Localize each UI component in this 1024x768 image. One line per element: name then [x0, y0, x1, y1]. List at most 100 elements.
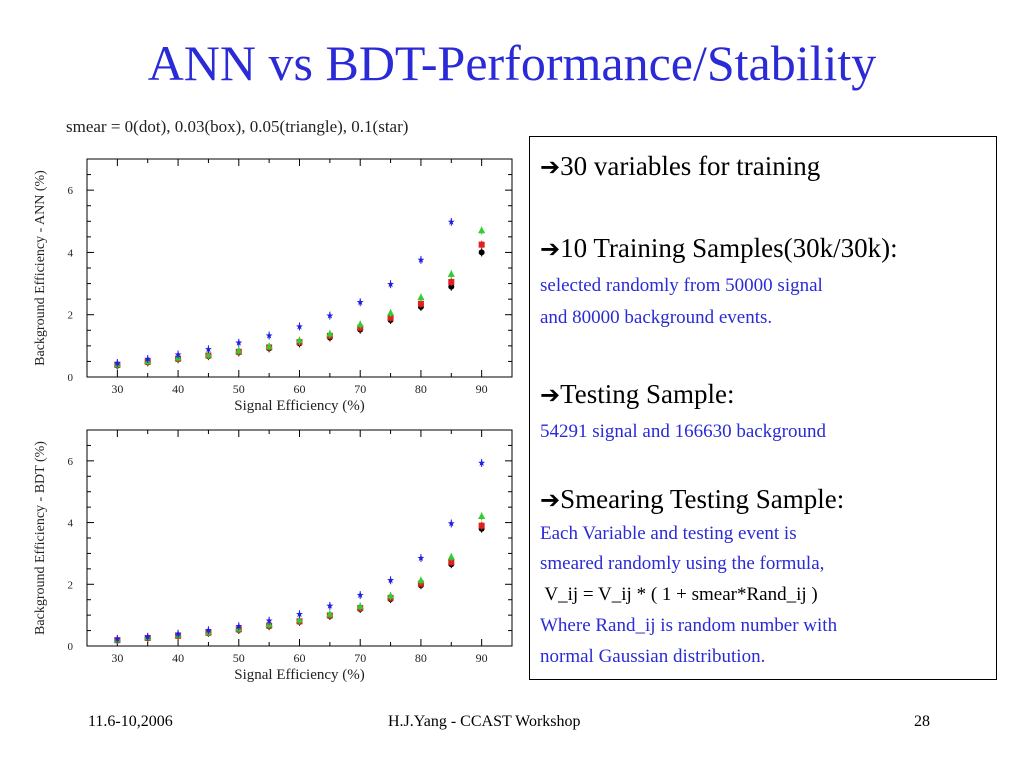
data-point-star: [113, 635, 121, 642]
data-point-triangle: [417, 293, 425, 301]
data-point-triangle: [447, 553, 455, 560]
data-point-star: [326, 312, 334, 319]
data-point-star: [144, 355, 152, 362]
smearing-detail-4: normal Gaussian distribution.: [540, 646, 766, 667]
y-tick-label: 2: [68, 579, 74, 591]
data-point-box: [478, 522, 485, 529]
data-point-star: [478, 459, 486, 466]
info-box: ➔30 variables for training ➔10 Training …: [529, 136, 997, 680]
smearing-detail-1: Each Variable and testing event is: [540, 523, 797, 544]
bullet-smearing-sample: ➔Smearing Testing Sample:: [540, 484, 844, 515]
x-tick-label: 80: [415, 651, 427, 665]
data-point-star: [144, 633, 152, 640]
data-point-dot: [478, 249, 485, 256]
data-point-triangle: [235, 346, 243, 354]
ann-scatter-plot: 30 40 50 60 70 80 90 0 2 4 6 Signal Efficiency (%) B…: [33, 158, 513, 414]
smearing-sample-text: Smearing Testing Sample:: [560, 484, 845, 514]
bullet-training-variables: ➔30 variables for training: [540, 151, 820, 182]
x-tick-label: 40: [172, 382, 184, 396]
y-tick-label: 6: [68, 185, 74, 197]
data-point-star: [113, 359, 121, 366]
footer-page-number: 28: [914, 713, 930, 730]
x-tick-label: 90: [476, 382, 488, 396]
x-tick-label: 90: [476, 651, 488, 665]
x-tick-label: 30: [111, 382, 123, 396]
smearing-detail-3: Where Rand_ij is random number with: [540, 615, 838, 636]
slide-title: ANN vs BDT-Performance/Stability: [147, 35, 877, 91]
data-point-triangle: [386, 592, 395, 599]
data-point-triangle: [295, 336, 304, 344]
x-tick-label: 50: [233, 382, 245, 396]
data-point-triangle: [356, 320, 364, 328]
footer-author: H.J.Yang - CCAST Workshop: [388, 713, 581, 730]
data-point-star: [326, 602, 334, 609]
data-point-star: [417, 554, 425, 561]
data-point-triangle: [386, 309, 395, 316]
data-point-star: [447, 218, 455, 225]
x-tick-label: 60: [294, 382, 306, 396]
training-samples-detail-2: and 80000 background events.: [540, 307, 773, 328]
training-samples-detail-1: selected randomly from 50000 signal: [540, 275, 823, 296]
data-point-star: [265, 617, 273, 624]
data-point-star: [265, 331, 273, 339]
x-axis-label: Signal Efficiency (%): [234, 398, 365, 414]
plot-caption: smear = 0(dot), 0.03(box), 0.05(triangle…: [66, 117, 409, 136]
data-point-star: [205, 345, 212, 353]
data-point-box: [478, 241, 485, 248]
data-point-triangle: [478, 512, 486, 519]
data-point-star: [205, 626, 212, 634]
x-tick-label: 80: [415, 382, 427, 396]
arrow-right-icon: ➔: [540, 153, 561, 181]
y-tick-label: 4: [68, 518, 74, 530]
y-tick-label: 0: [68, 641, 74, 653]
data-point-triangle: [326, 610, 334, 617]
data-point-star: [387, 576, 394, 584]
data-point-triangle: [265, 342, 273, 350]
bullet-training-samples: ➔10 Training Samples(30k/30k):: [540, 233, 898, 264]
x-tick-label: 60: [294, 651, 306, 665]
smearing-detail-2: smeared randomly using the formula,: [540, 553, 825, 574]
data-point-star: [296, 322, 303, 330]
x-tick-label: 40: [172, 651, 184, 665]
x-tick-label: 50: [233, 651, 245, 665]
data-point-star: [417, 256, 425, 263]
data-point-box: [448, 559, 455, 566]
data-point-box: [417, 300, 424, 307]
y-tick-label: 0: [68, 372, 74, 384]
x-tick-label: 30: [111, 651, 123, 665]
data-point-star: [174, 630, 182, 637]
arrow-right-icon: ➔: [540, 381, 561, 409]
data-point-box: [448, 279, 455, 286]
bdt-scatter-plot: 30 40 50 60 70 80 90 0 2 4 6 Signal Efficiency (%) B…: [33, 429, 513, 683]
data-point-star: [387, 280, 394, 288]
x-tick-label: 70: [354, 382, 366, 396]
data-point-triangle: [295, 616, 304, 623]
data-point-star: [235, 622, 243, 630]
data-point-star: [174, 350, 182, 358]
x-axis-label: Signal Efficiency (%): [234, 667, 365, 683]
data-point-dot: [448, 283, 455, 290]
footer-date: 11.6-10,2006: [88, 713, 173, 730]
data-point-box: [387, 314, 394, 321]
data-point-star: [296, 610, 303, 618]
data-point-triangle: [356, 602, 364, 610]
data-point-triangle: [204, 350, 213, 358]
data-point-triangle: [326, 330, 334, 337]
training-variables-text: 30 variables for training: [560, 151, 821, 181]
data-point-triangle: [417, 576, 425, 584]
testing-sample-text: Testing Sample:: [560, 379, 735, 409]
data-point-star: [356, 298, 364, 306]
arrow-right-icon: ➔: [540, 486, 561, 514]
y-axis-label: Background Efficiency - ANN (%): [33, 170, 48, 366]
data-point-triangle: [478, 226, 486, 234]
x-tick-label: 70: [354, 651, 366, 665]
data-point-star: [235, 339, 243, 346]
arrow-right-icon: ➔: [540, 235, 561, 263]
y-tick-label: 6: [68, 456, 74, 468]
data-point-star: [447, 519, 455, 527]
bullet-testing-sample: ➔Testing Sample:: [540, 379, 734, 410]
smearing-formula: V_ij = V_ij * ( 1 + smear*Rand_ij ): [540, 584, 818, 605]
y-tick-label: 4: [68, 247, 74, 259]
y-axis-label: Background Efficiency - BDT (%): [33, 441, 48, 635]
testing-sample-detail: 54291 signal and 166630 background: [540, 421, 827, 442]
